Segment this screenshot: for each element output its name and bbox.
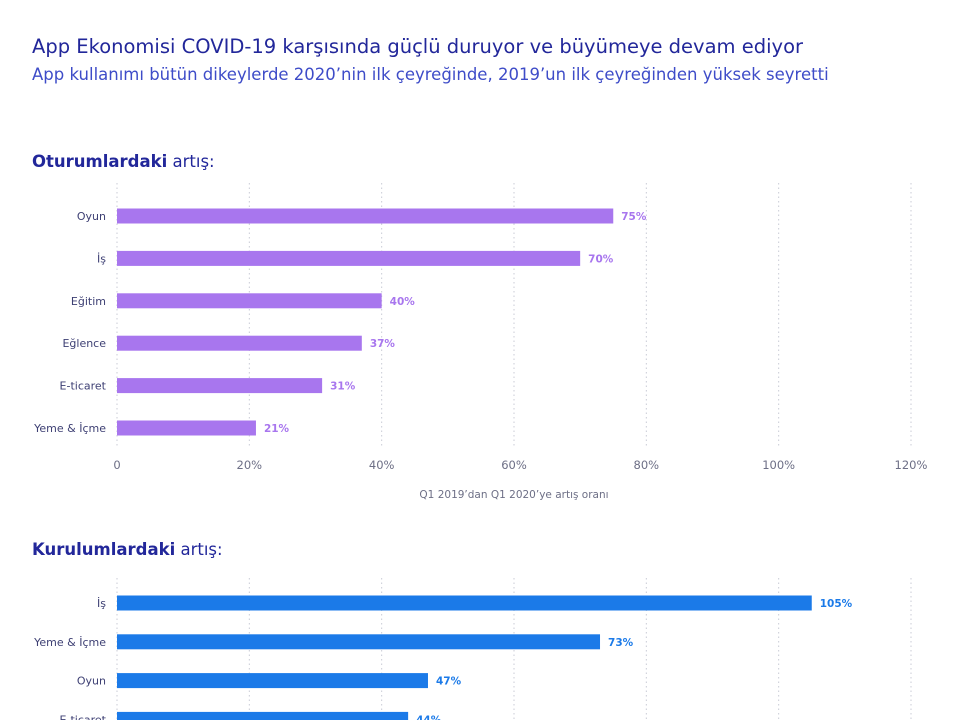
sessions-bar xyxy=(117,335,362,351)
installs-title-bold: Kurulumlardaki xyxy=(32,540,176,559)
installs-bar xyxy=(117,634,601,650)
installs-bar xyxy=(117,595,812,611)
installs-bar xyxy=(117,711,409,720)
sessions-category-label: E-ticaret xyxy=(60,380,107,393)
sessions-category-label: Eğitim xyxy=(71,295,106,308)
sessions-bar xyxy=(117,208,614,224)
sessions-value-label: 75% xyxy=(621,211,647,223)
sessions-category-label: Yeme & İçme xyxy=(33,422,106,435)
sessions-tick-label: 40% xyxy=(369,458,395,472)
installs-value-label: 105% xyxy=(820,598,853,610)
sessions-tick-label: 20% xyxy=(237,458,263,472)
sessions-tick-label: 80% xyxy=(634,458,660,472)
installs-title-light: artış: xyxy=(180,540,223,559)
sessions-x-axis-label: Q1 2019’dan Q1 2020’ye artış oranı xyxy=(419,489,608,501)
sessions-section-title: Oturumlardaki artış: xyxy=(32,152,215,171)
sessions-category-label: Oyun xyxy=(77,210,106,223)
sessions-value-label: 21% xyxy=(264,423,290,435)
sessions-bar xyxy=(117,420,256,436)
page-subtitle: App kullanımı bütün dikeylerde 2020’nin … xyxy=(32,65,829,84)
sessions-value-label: 70% xyxy=(588,253,614,265)
installs-value-label: 73% xyxy=(608,637,634,649)
sessions-bar xyxy=(117,250,581,266)
sessions-bar xyxy=(117,293,382,309)
sessions-value-label: 31% xyxy=(330,381,356,393)
sessions-tick-label: 120% xyxy=(895,458,928,472)
sessions-tick-label: 0 xyxy=(113,458,120,472)
sessions-chart: Oyun 75% İş 70% Eğitim 40% Eğlence 37% E-ticaret… xyxy=(33,183,928,501)
installs-category-label: E-ticaret xyxy=(60,713,107,720)
installs-section-title: Kurulumlardaki artış: xyxy=(32,540,223,559)
installs-value-label: 44% xyxy=(416,714,442,720)
sessions-category-label: İş xyxy=(97,252,106,265)
sessions-value-label: 40% xyxy=(390,296,416,308)
page-title: App Ekonomisi COVID-19 karşısında güçlü … xyxy=(32,35,804,58)
installs-value-label: 47% xyxy=(436,676,462,688)
sessions-value-label: 37% xyxy=(370,338,396,350)
sessions-title-bold: Oturumlardaki xyxy=(32,152,168,171)
sessions-bar xyxy=(117,378,323,394)
installs-bar xyxy=(117,673,428,689)
sessions-title-light: artış: xyxy=(172,152,215,171)
installs-category-label: Yeme & İçme xyxy=(33,636,106,649)
sessions-category-label: Eğlence xyxy=(62,337,106,350)
sessions-tick-label: 100% xyxy=(762,458,795,472)
installs-category-label: İş xyxy=(97,597,106,610)
sessions-tick-label: 60% xyxy=(501,458,527,472)
installs-category-label: Oyun xyxy=(77,675,106,688)
